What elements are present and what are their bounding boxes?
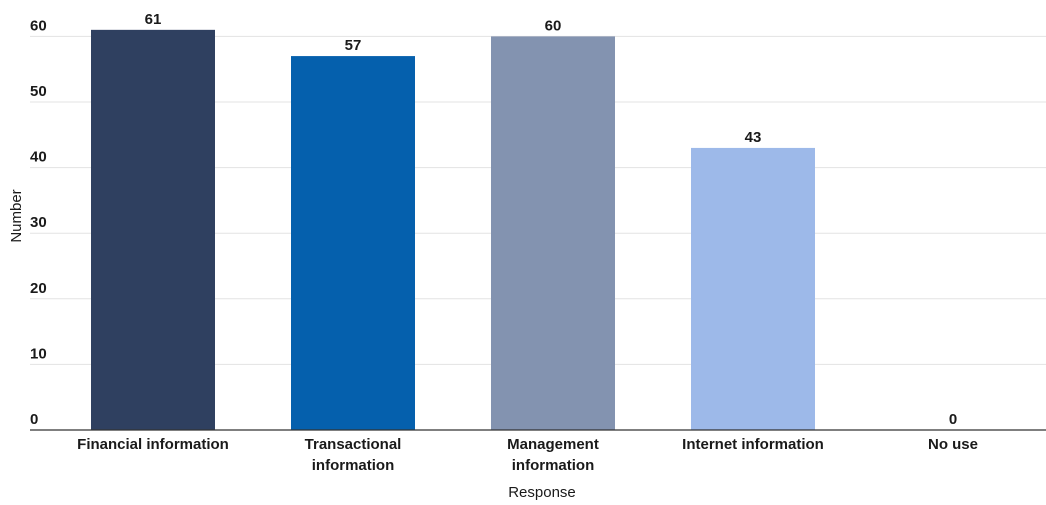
bar [91, 29, 215, 431]
y-tick-label: 20 [30, 280, 47, 297]
bar [691, 147, 815, 431]
data-labels: 61 57 60 43 0 [145, 11, 958, 428]
x-tick-label: information [312, 457, 395, 474]
bars [91, 29, 815, 431]
y-axis-ticks: 0 10 20 30 40 50 60 [30, 17, 47, 428]
x-tick-label: Management [507, 436, 599, 453]
y-tick-label: 60 [30, 17, 47, 34]
y-tick-label: 10 [30, 345, 47, 362]
x-axis-ticks: Financial information Transactional inform… [77, 436, 978, 474]
x-tick-label: Transactional [305, 436, 402, 453]
x-tick-label: Financial information [77, 436, 229, 453]
y-tick-label: 40 [30, 149, 47, 166]
y-tick-label: 30 [30, 214, 47, 231]
x-tick-label: Internet information [682, 436, 824, 453]
x-tick-label: No use [928, 436, 978, 453]
bar-value-label: 61 [145, 11, 162, 28]
x-tick-label: information [512, 457, 595, 474]
bar [291, 56, 415, 430]
bar-value-label: 0 [949, 411, 957, 428]
bar-value-label: 43 [745, 129, 762, 146]
bar-value-label: 57 [345, 37, 362, 54]
bar-value-label: 60 [545, 17, 562, 34]
y-tick-label: 50 [30, 83, 47, 100]
y-axis-title: Number [8, 189, 25, 242]
x-axis-title: Response [508, 484, 576, 501]
bar [491, 36, 615, 431]
y-tick-label: 0 [30, 411, 38, 428]
